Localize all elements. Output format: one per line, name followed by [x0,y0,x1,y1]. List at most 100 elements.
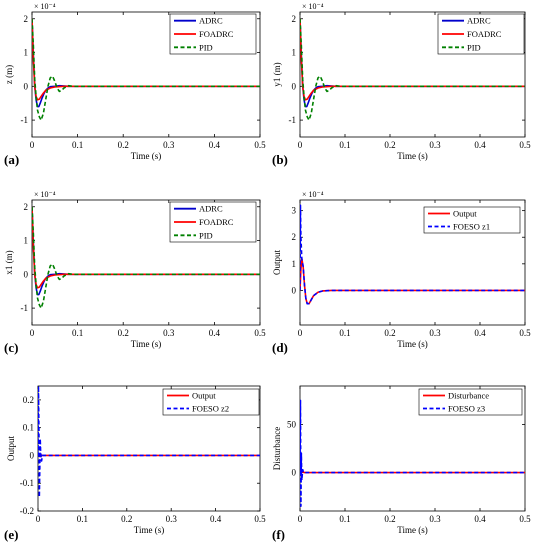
legend-entry: Output [192,391,216,401]
series-line-output [300,257,525,305]
y-tick-label: 50 [287,419,297,429]
chart-panel-1: 0 0.1 0.2 0.3 0.4 0.5 -1 0 1 2 Time (s) z (m) × 10⁻⁴… [4,2,266,161]
x-tick-label: 0.2 [121,514,132,524]
x-tick-label: 0.5 [254,328,266,338]
legend-entry: FOESO z3 [448,404,485,414]
series-lines [300,18,525,121]
y-tick-label: 0 [292,468,297,478]
panel-label-f: (f) [272,527,285,542]
y-tick-label: 0 [30,450,35,460]
legend: Output FOESO z2 [162,388,260,416]
y-tick-label: 0 [292,285,297,295]
plot-frame [31,11,261,138]
x-axis-label: Time (s) [397,525,427,535]
x-tick-label: 0.2 [384,514,395,524]
x-tick-label: 0.4 [474,140,486,150]
y-tick-label: -0.2 [20,506,34,516]
legend: ADRC FOADRC PID [437,13,525,55]
legend-entry: ADRC [199,204,223,214]
x-tick-label: 0.2 [118,140,129,150]
plot-frame [31,199,261,326]
series-lines [32,206,260,309]
legend-entry: PID [199,42,213,52]
y-tick-label: 2 [292,14,297,24]
y-tick-label: -1 [21,115,29,125]
chart-panel-2: 0 0.1 0.2 0.3 0.4 0.5 -1 0 1 2 Time (s) y1 (m) × 10⁻… [272,2,531,161]
y-tick-label: -0.1 [20,478,34,488]
y-axis-label: Output [272,250,282,276]
legend: ADRC FOADRC PID [169,13,257,55]
panel-label-c: (c) [4,340,19,355]
legend-entry: Disturbance [448,391,489,401]
y-axis-label: x1 (m) [4,250,14,274]
x-tick-label: 0.1 [339,140,350,150]
axis-exponent-label: × 10⁻⁴ [302,190,324,199]
series-line-pid [32,206,260,309]
legend-entry: FOESO z1 [453,222,490,232]
plot-frame [299,11,526,138]
x-tick-label: 0.3 [429,328,441,338]
x-tick-label: 0.4 [474,328,486,338]
y-axis-label: z (m) [4,65,14,84]
y-tick-label: 0 [292,81,297,91]
chart-panel-4: 0 0.1 0.2 0.3 0.4 0.5 0 1 2 3 Time (s) Output × 10⁻⁴… [272,190,531,349]
legend-entry: FOADRC [199,29,234,39]
series-lines [32,18,260,121]
series-line-pid [32,18,260,121]
panel-label-b: (b) [272,152,288,167]
x-tick-label: 0 [30,140,35,150]
series-line-foadrc [300,18,525,101]
legend-entry: ADRC [199,16,223,26]
series-line-foeso-z3 [300,399,525,507]
x-tick-label: 0.5 [254,140,266,150]
x-tick-label: 0.2 [384,328,395,338]
legend-entry: FOESO z2 [192,404,229,414]
series-line-foeso-z1 [300,204,525,305]
x-axis-label: Time (s) [397,339,427,349]
panel-label-e: (e) [4,527,19,542]
legend-entry: ADRC [467,16,491,26]
x-tick-label: 0.5 [519,140,531,150]
legend: Disturbance FOESO z3 [418,388,523,416]
legend-entry: FOADRC [199,217,234,227]
x-tick-label: 0.1 [339,514,350,524]
legend-box [418,388,523,416]
series-lines [300,204,525,305]
x-tick-label: 0 [36,514,41,524]
x-tick-label: 0.2 [118,328,129,338]
y-tick-label: -1 [21,303,29,313]
x-tick-label: 0.5 [519,514,531,524]
legend-box [423,206,521,234]
y-tick-label: -1 [289,115,297,125]
series-line-foeso-z2 [38,386,260,498]
x-tick-label: 0.5 [254,514,266,524]
y-axis-label: Output [6,436,16,462]
series-line-pid [300,18,525,121]
series-lines [300,399,525,507]
chart-panel-3: 0 0.1 0.2 0.3 0.4 0.5 -1 0 1 2 Time (s) x1 (m) × 10⁻… [4,190,266,349]
x-tick-label: 0.3 [429,140,441,150]
x-tick-label: 0.3 [166,514,178,524]
x-tick-label: 0.1 [339,328,350,338]
x-tick-label: 0.1 [72,328,83,338]
y-tick-label: 2 [292,232,297,242]
x-tick-label: 0.4 [209,328,221,338]
series-lines [38,386,260,498]
x-tick-label: 0 [298,140,303,150]
axis-exponent-label: × 10⁻⁴ [302,2,324,11]
x-tick-label: 0.1 [72,140,83,150]
y-tick-label: 3 [292,206,297,216]
x-tick-label: 0.3 [163,140,175,150]
x-tick-label: 0.3 [163,328,175,338]
legend-entry: Output [453,209,477,219]
x-axis-label: Time (s) [131,151,161,161]
x-tick-label: 0.4 [210,514,222,524]
panel-label-a: (a) [4,152,20,167]
y-tick-label: 2 [24,202,29,212]
x-tick-label: 0 [298,328,303,338]
x-tick-label: 0.1 [77,514,88,524]
legend: Output FOESO z1 [423,206,521,234]
x-tick-label: 0.4 [209,140,221,150]
